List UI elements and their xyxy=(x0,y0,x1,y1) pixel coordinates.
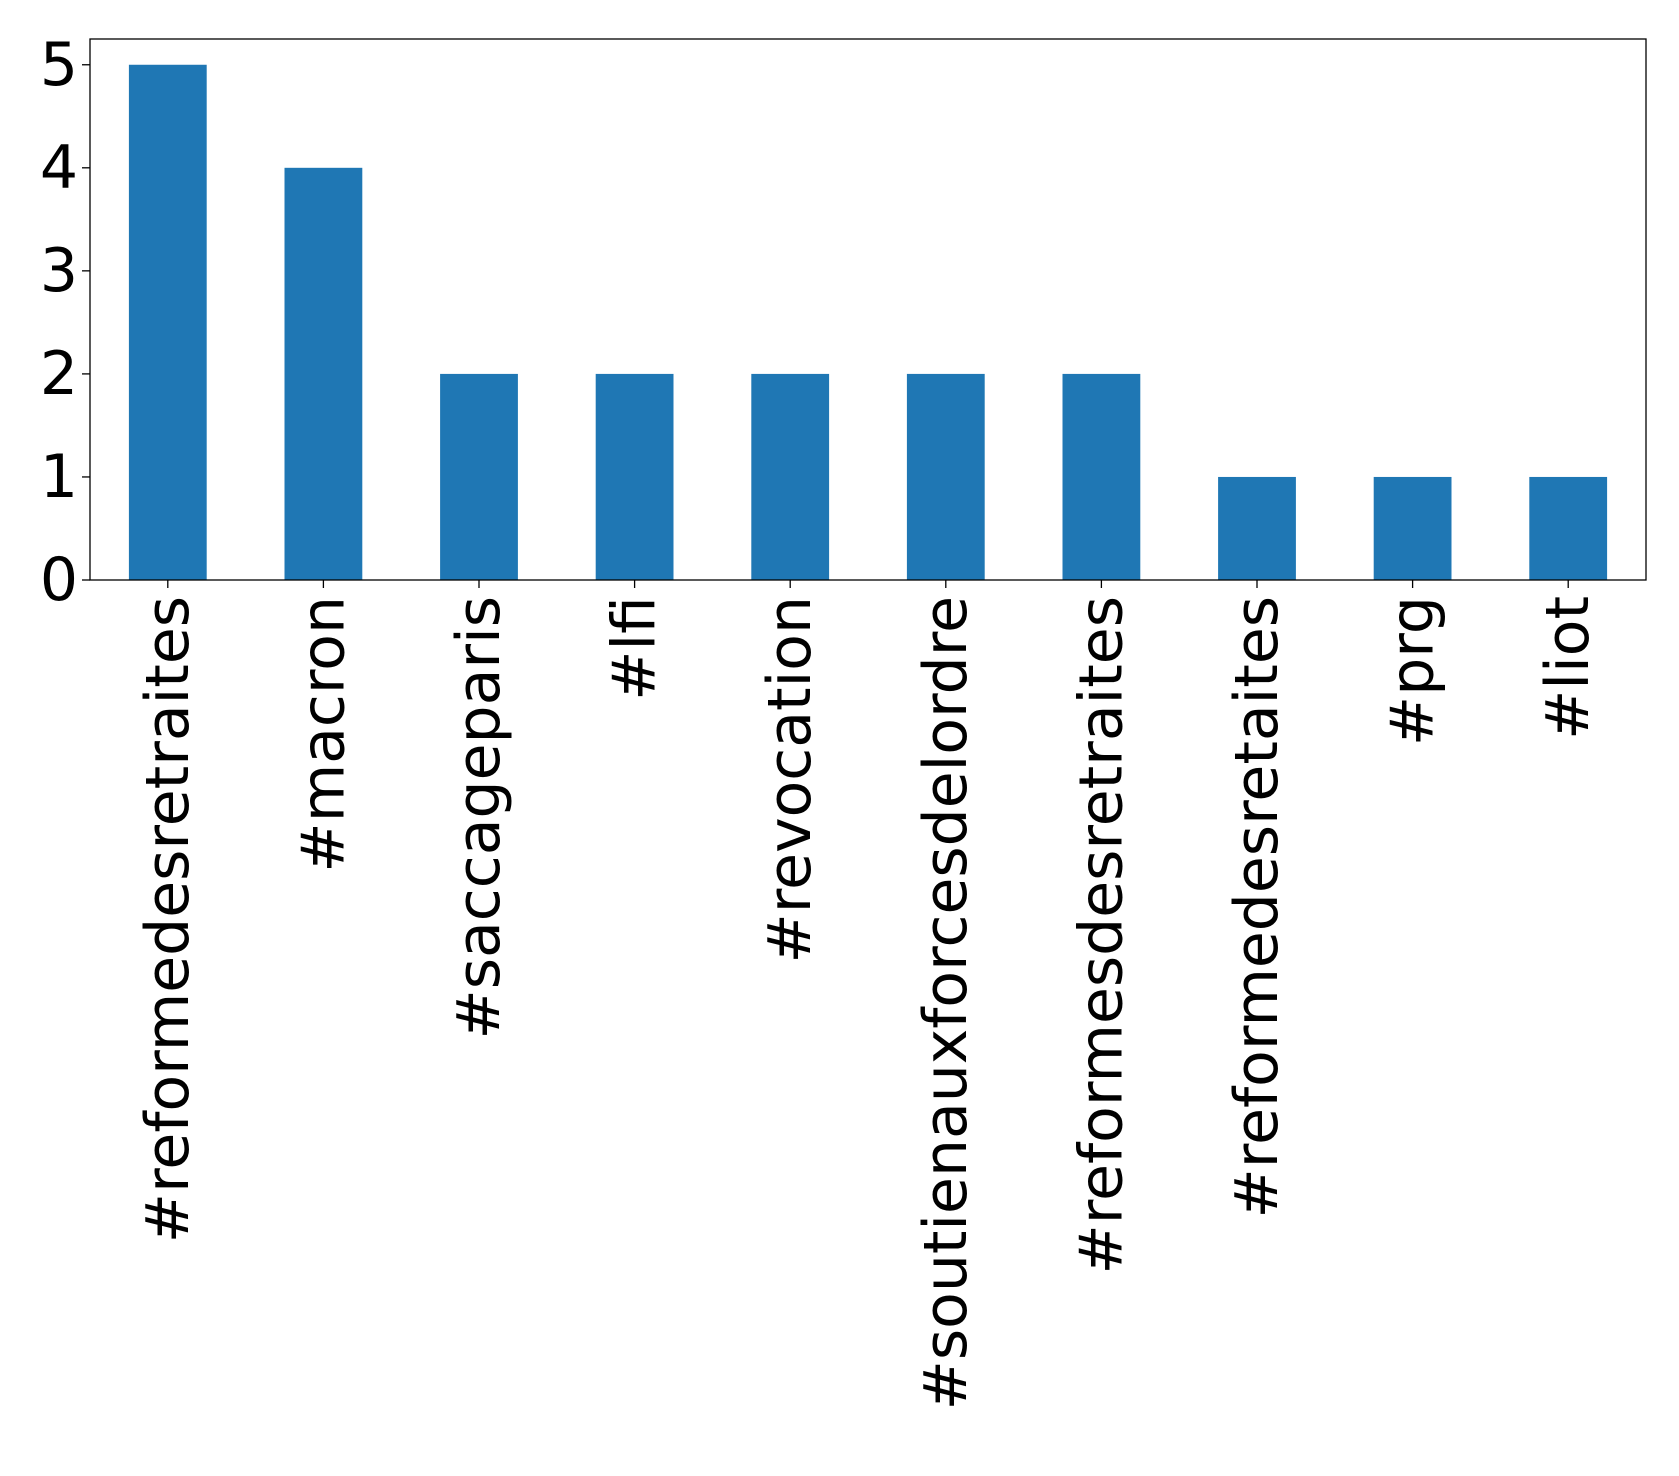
bar-6 xyxy=(1062,373,1141,580)
bar-2 xyxy=(440,373,518,580)
x-tick-label: #reformedesretaites xyxy=(1222,596,1292,1219)
x-tick-label: #macron xyxy=(288,596,358,873)
y-tick-label: 1 xyxy=(40,442,78,512)
bar-3 xyxy=(595,373,674,580)
bar-4 xyxy=(751,373,830,580)
x-tick-label: #reformedesretraites xyxy=(133,596,203,1243)
x-tick-label: #revocation xyxy=(755,596,825,963)
bar-9 xyxy=(1529,476,1608,580)
x-tick-label: #lfi xyxy=(600,596,670,701)
x-axis: #reformedesretraites #macron #saccageparis… xyxy=(133,580,1603,1410)
y-tick-label: 0 xyxy=(40,545,78,615)
y-axis: 0 1 2 3 4 5 xyxy=(40,30,90,615)
plot-frame xyxy=(89,38,1647,581)
x-tick-label: #liot xyxy=(1533,596,1603,740)
x-tick-label: #prg xyxy=(1378,596,1448,746)
bar-0 xyxy=(128,64,207,580)
bar-7 xyxy=(1218,476,1296,580)
bar-1 xyxy=(284,167,363,581)
y-tick-label: 2 xyxy=(40,339,78,409)
y-tick-label: 5 xyxy=(40,30,78,100)
x-tick-label: #saccageparis xyxy=(444,596,514,1040)
x-tick-label: #reformesdesretraites xyxy=(1066,596,1136,1274)
bar-8 xyxy=(1373,476,1452,580)
bars-layer xyxy=(128,64,1608,581)
bar-5 xyxy=(906,373,985,580)
y-tick-label: 4 xyxy=(40,133,78,203)
y-tick-label: 3 xyxy=(40,236,78,306)
x-tick-label: #soutienauxforcesdelordre xyxy=(911,596,981,1410)
